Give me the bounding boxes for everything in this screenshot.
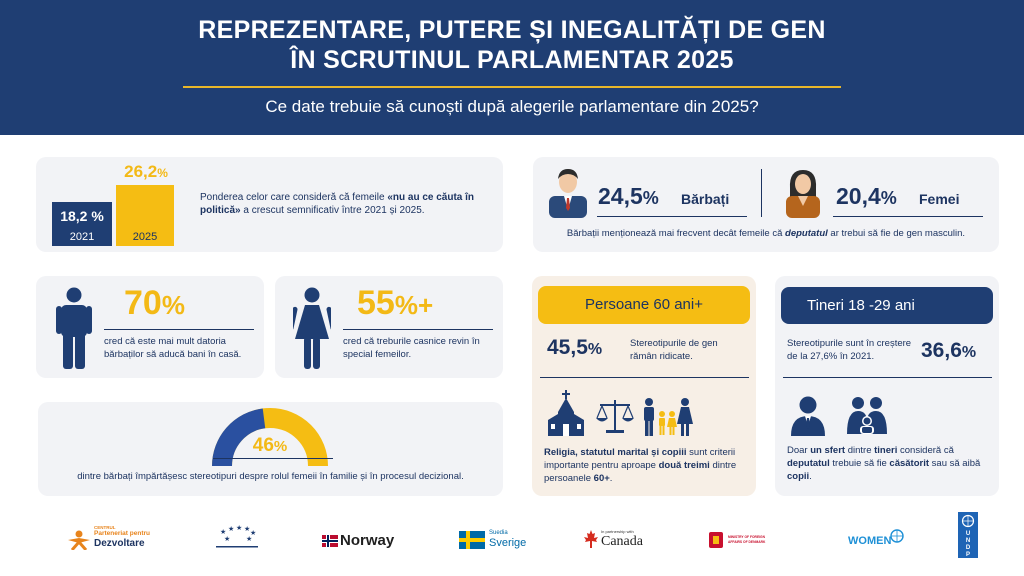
svg-text:★: ★ bbox=[244, 525, 250, 533]
maple-leaf-icon bbox=[584, 530, 598, 548]
women-label: Femei bbox=[919, 191, 960, 207]
change-card: 18,2 % 2021 26,2% 2025 Ponderea celor ca… bbox=[36, 157, 503, 252]
text-70: cred că este mai mult datoria bărbaților… bbox=[104, 336, 242, 360]
year-2021: 2021 bbox=[69, 231, 95, 243]
logo-norway: Norway bbox=[322, 532, 402, 552]
centrul-line1: Parteneriat pentru bbox=[94, 530, 150, 537]
man-avatar-icon bbox=[547, 166, 589, 218]
canada-small: In partnership with bbox=[601, 529, 634, 534]
year-2025: 2025 bbox=[132, 231, 158, 243]
woman-figure-icon bbox=[288, 287, 336, 369]
family-icon bbox=[640, 398, 694, 436]
norway-label: Norway bbox=[340, 532, 395, 549]
change-text: Ponderea celor care consideră că femeile… bbox=[200, 192, 475, 216]
text-youth: Stereotipurile sunt în creștere de la 27… bbox=[787, 338, 912, 362]
deputy-card: 24,5% Bărbați 20,4% Femei Bărbații menți… bbox=[533, 157, 999, 252]
title-line-1: REPREZENTARE, PUTERE ȘI INEGALITĂȚI DE G… bbox=[198, 16, 826, 44]
gold-divider bbox=[183, 86, 841, 88]
sweden-flag-icon bbox=[459, 531, 485, 549]
men-underline bbox=[597, 216, 747, 217]
svg-text:★: ★ bbox=[224, 535, 230, 543]
denmark-label: MINISTRY OF FOREIGN AFFAIRS OF DENMARK bbox=[728, 535, 766, 544]
pill-60plus: Persoane 60 ani+ bbox=[538, 286, 750, 324]
gauge-baseline bbox=[213, 458, 333, 459]
value-36: 36,6% bbox=[921, 339, 977, 362]
bar-2021 bbox=[52, 202, 112, 246]
svg-text:★: ★ bbox=[228, 525, 234, 533]
divider-70 bbox=[104, 329, 254, 330]
norway-flag-icon bbox=[322, 535, 338, 547]
logo-denmark: MINISTRY OF FOREIGN AFFAIRS OF DENMARK bbox=[708, 530, 778, 550]
stars-ring-icon: ★ ★ ★ ★ ★ ★ ★ bbox=[216, 524, 258, 548]
note-60plus: Religia, statutul marital și copiii sunt… bbox=[544, 447, 737, 484]
logo-stars: ★ ★ ★ ★ ★ ★ ★ bbox=[212, 524, 262, 552]
subtitle: Ce date trebuie să cunoști după alegeril… bbox=[265, 97, 759, 116]
church-icon bbox=[546, 390, 586, 436]
centrul-small: CENTRUL bbox=[94, 525, 116, 530]
couple-child-icon bbox=[845, 394, 889, 438]
text-55: cred că treburile casnice revin în speci… bbox=[343, 336, 480, 360]
value-55: 55%+ bbox=[357, 284, 434, 322]
men-value: 24,5% bbox=[598, 183, 659, 209]
card-70: 70% cred că este mai mult datoria bărbaț… bbox=[36, 276, 264, 378]
women-value: 20,4% bbox=[836, 183, 897, 209]
logo-undp: U N D P bbox=[958, 512, 978, 558]
title-line-2: ÎN SCRUTINUL PARLAMENTAR 2025 bbox=[290, 46, 734, 74]
logo-canada: In partnership with Canada bbox=[584, 527, 654, 553]
pill-youth: Tineri 18 -29 ani bbox=[781, 287, 993, 324]
value-45: 45,5% bbox=[547, 336, 603, 359]
divider-youth bbox=[783, 377, 992, 378]
logo-centrul-parteneriat: CENTRUL Parteneriat pentru Dezvoltare bbox=[66, 524, 150, 554]
men-label: Bărbați bbox=[681, 191, 730, 207]
undp-label: U N D P bbox=[965, 531, 971, 558]
svg-text:★: ★ bbox=[236, 524, 242, 532]
divider-55 bbox=[343, 329, 493, 330]
svg-text:★: ★ bbox=[246, 535, 252, 543]
undp-emblem-icon bbox=[961, 514, 975, 528]
sweden-label: Sverige bbox=[489, 537, 527, 549]
bar-2025 bbox=[116, 185, 174, 246]
man-figure-icon bbox=[56, 287, 92, 369]
logo-sweden: Suedia Sverige bbox=[459, 529, 529, 551]
deputy-note: Bărbații menționează mai frecvent decât … bbox=[566, 228, 966, 239]
un-emblem-icon bbox=[890, 529, 904, 543]
woman-avatar-icon bbox=[783, 166, 823, 218]
vertical-divider bbox=[761, 169, 762, 217]
deputy-person-icon bbox=[789, 396, 827, 436]
canada-label: Canada bbox=[601, 534, 643, 549]
women-underline bbox=[833, 216, 983, 217]
scales-icon bbox=[596, 398, 634, 434]
note-youth: Doar un sfert dintre tineri consideră că… bbox=[787, 445, 981, 482]
card-60plus: Persoane 60 ani+ 45,5% Stereotipurile de… bbox=[532, 276, 756, 496]
value-70: 70% bbox=[124, 284, 185, 322]
card-46: 46% dintre bărbați împărtășesc stereotip… bbox=[38, 402, 503, 496]
text-46: dintre bărbați împărtășesc stereotipuri … bbox=[77, 471, 464, 482]
centrul-line2: Dezvoltare bbox=[94, 538, 145, 549]
logo-unwomen: WOMEN bbox=[848, 528, 904, 552]
sweden-small: Suedia bbox=[489, 530, 508, 536]
card-55: 55%+ cred că treburile casnice revin în … bbox=[275, 276, 503, 378]
svg-text:★: ★ bbox=[250, 529, 256, 537]
header-banner: REPREZENTARE, PUTERE ȘI INEGALITĂȚI DE G… bbox=[0, 0, 1024, 135]
value-2025: 26,2% bbox=[124, 162, 168, 181]
text-60plus: Stereotipurile de gen rămân ridicate. bbox=[630, 338, 718, 362]
value-46: 46% bbox=[252, 435, 288, 456]
denmark-crest-icon bbox=[709, 532, 723, 548]
centrul-figure-icon bbox=[68, 530, 90, 550]
divider-60plus bbox=[540, 377, 749, 378]
card-youth: Tineri 18 -29 ani Stereotipurile sunt în… bbox=[775, 276, 999, 496]
value-2021: 18,2 % bbox=[60, 208, 104, 224]
svg-text:★: ★ bbox=[220, 528, 226, 536]
unwomen-label: WOMEN bbox=[848, 535, 892, 547]
